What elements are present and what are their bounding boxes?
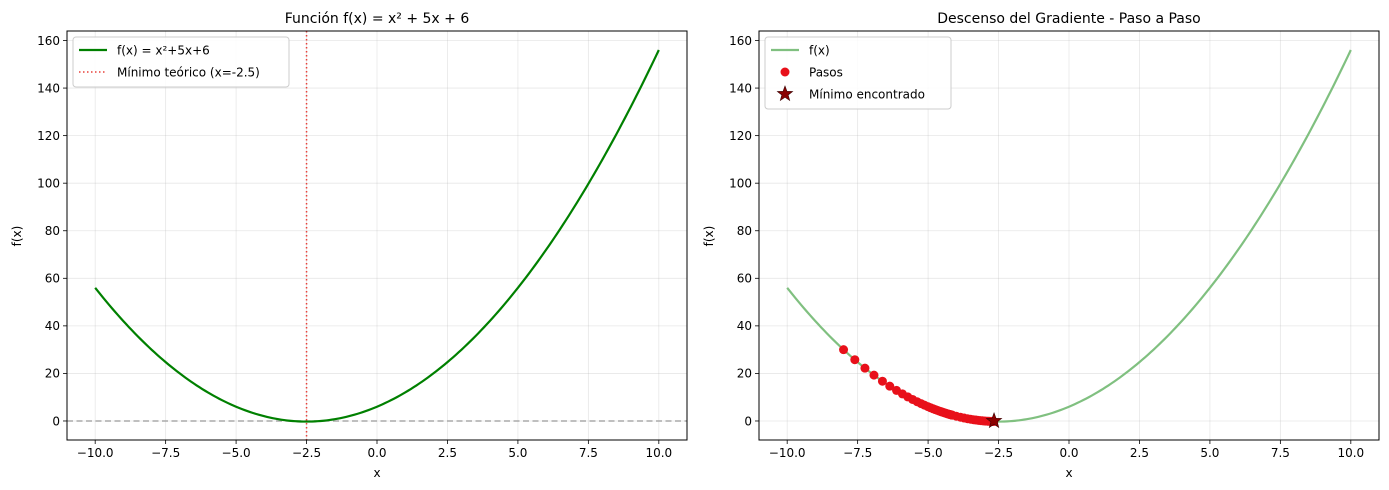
legend-label-function: f(x) = x²+5x+6 xyxy=(117,44,210,58)
y-tick-label: 40 xyxy=(737,319,752,333)
gradient-step-point xyxy=(885,381,895,391)
legend-label-found-min: Mínimo encontrado xyxy=(809,88,925,102)
legend-label-fx: f(x) xyxy=(809,44,830,58)
x-tick-label: −10.0 xyxy=(77,446,114,460)
right-legend: f(x) Pasos Mínimo encontrado xyxy=(764,36,952,110)
y-tick-label: 120 xyxy=(729,129,752,143)
y-tick-label: 160 xyxy=(37,34,60,48)
legend-label-steps: Pasos xyxy=(809,66,843,80)
left-y-axis-label: f(x) xyxy=(10,226,24,247)
gradient-step-point xyxy=(839,345,849,355)
x-tick-label: −5.0 xyxy=(914,446,943,460)
x-tick-label: −7.5 xyxy=(843,446,872,460)
function-curve xyxy=(94,49,660,423)
y-tick-label: 60 xyxy=(45,272,60,286)
y-tick-label: 140 xyxy=(37,81,60,95)
y-tick-label: 40 xyxy=(45,319,60,333)
x-tick-label: 2.5 xyxy=(438,446,457,460)
y-tick-label: 0 xyxy=(744,414,752,428)
x-tick-label: 7.5 xyxy=(1271,446,1290,460)
x-tick-label: 2.5 xyxy=(1130,446,1149,460)
left-chart-panel: Función f(x) = x² + 5x + 6 −10.0 −7.5 −5.0… xyxy=(10,11,688,480)
y-tick-label: 140 xyxy=(729,81,752,95)
y-tick-label: 120 xyxy=(37,129,60,143)
right-x-ticks: −10.0 −7.5 −5.0 −2.5 0.0 2.5 5.0 7.5 10.0 xyxy=(769,440,1364,460)
found-minimum-star xyxy=(985,412,1003,429)
right-y-ticks: 0 20 40 60 80 100 120 140 160 xyxy=(729,34,759,428)
right-y-axis-label: f(x) xyxy=(702,226,716,247)
y-tick-label: 20 xyxy=(737,367,752,381)
gradient-step-point xyxy=(877,376,887,386)
y-tick-label: 160 xyxy=(729,34,752,48)
x-tick-label: 5.0 xyxy=(1200,446,1219,460)
y-tick-label: 20 xyxy=(45,367,60,381)
legend-marker-steps xyxy=(780,67,790,77)
left-x-axis-label: x xyxy=(373,466,380,480)
right-plot-area xyxy=(786,49,1352,429)
y-tick-label: 100 xyxy=(729,176,752,190)
x-tick-label: −2.5 xyxy=(292,446,321,460)
legend-marker-found-min xyxy=(776,85,794,102)
x-tick-label: −5.0 xyxy=(222,446,251,460)
right-chart-title: Descenso del Gradiente - Paso a Paso xyxy=(937,11,1201,27)
gradient-step-point xyxy=(869,370,879,380)
right-legend-box xyxy=(764,36,952,110)
right-chart-panel: Descenso del Gradiente - Paso a Paso −10… xyxy=(702,11,1380,480)
x-tick-label: −7.5 xyxy=(151,446,180,460)
x-tick-label: 7.5 xyxy=(579,446,598,460)
x-tick-label: 5.0 xyxy=(508,446,527,460)
gradient-step-point xyxy=(860,363,870,373)
y-tick-label: 60 xyxy=(737,272,752,286)
x-tick-label: 10.0 xyxy=(1337,446,1364,460)
y-tick-label: 80 xyxy=(737,224,752,238)
y-tick-label: 0 xyxy=(52,414,60,428)
left-y-ticks: 0 20 40 60 80 100 120 140 160 xyxy=(37,34,67,428)
x-tick-label: 0.0 xyxy=(1059,446,1078,460)
left-grid xyxy=(67,31,687,440)
left-chart-title: Función f(x) = x² + 5x + 6 xyxy=(285,11,470,27)
gradient-step-point xyxy=(850,355,860,365)
y-tick-label: 100 xyxy=(37,176,60,190)
x-tick-label: 10.0 xyxy=(645,446,672,460)
left-legend-box xyxy=(72,36,290,88)
left-plot-area xyxy=(67,31,687,440)
left-x-ticks: −10.0 −7.5 −5.0 −2.5 0.0 2.5 5.0 7.5 10.0 xyxy=(77,440,672,460)
legend-label-theoretical-min: Mínimo teórico (x=-2.5) xyxy=(117,66,260,80)
x-tick-label: −2.5 xyxy=(984,446,1013,460)
y-tick-label: 80 xyxy=(45,224,60,238)
x-tick-label: 0.0 xyxy=(367,446,386,460)
x-tick-label: −10.0 xyxy=(769,446,806,460)
right-x-axis-label: x xyxy=(1065,466,1072,480)
left-legend: f(x) = x²+5x+6 Mínimo teórico (x=-2.5) xyxy=(72,36,290,88)
